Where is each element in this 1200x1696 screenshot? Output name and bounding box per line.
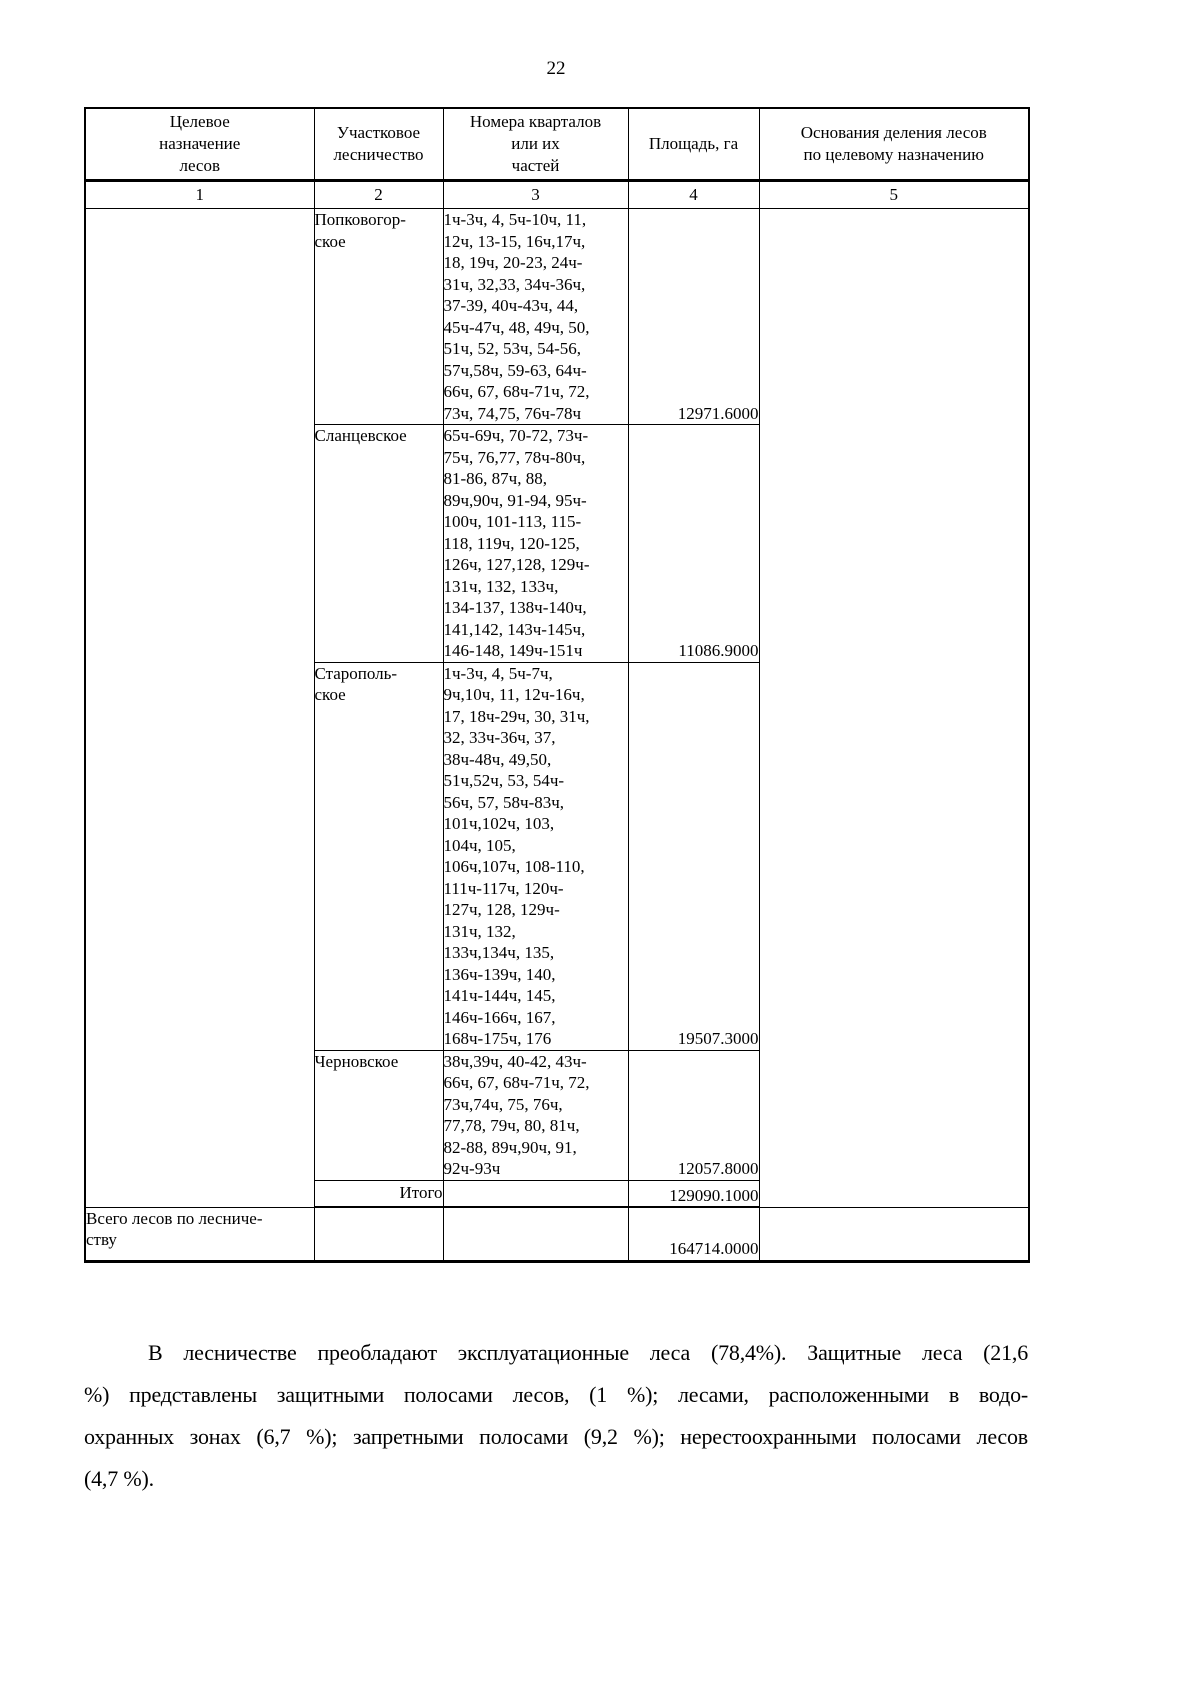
- target-purpose-cell: [84, 208, 315, 1208]
- table-row-chernovskoe: Черновское 38ч,39ч, 40-42, 43ч- 66ч, 67,…: [85, 1049, 1029, 1181]
- total-label: Итого: [313, 1179, 444, 1208]
- quarters-cell: 38ч,39ч, 40-42, 43ч- 66ч, 67, 68ч-71ч, 7…: [442, 1049, 629, 1181]
- paragraph-line: (4,7 %).: [84, 1466, 154, 1491]
- district-cell: Сланцевское: [313, 424, 444, 663]
- district-cell: Старополь- ское: [313, 661, 444, 1051]
- quarters-cell: 1ч-3ч, 4, 5ч-7ч, 9ч,10ч, 11, 12ч-16ч, 17…: [442, 661, 629, 1051]
- column-number-2: 2: [313, 180, 444, 209]
- district-cell: Попковогор- ское: [313, 208, 444, 425]
- table-row-popkovogorskoe: Попковогор- ское 1ч-3ч, 4, 5ч-10ч, 11, 1…: [84, 208, 1030, 1208]
- header-district-forestry: Участковое лесничество: [313, 107, 444, 182]
- column-number-1: 1: [84, 180, 315, 209]
- paragraph-line: охранных зонах (6,7 %); запретными полос…: [84, 1424, 1028, 1449]
- empty-cell: [313, 1206, 444, 1262]
- area-cell: 11086.9000: [627, 424, 760, 663]
- quarters-cell: 65ч-69ч, 70-72, 73ч- 75ч, 76,77, 78ч-80ч…: [442, 424, 629, 663]
- summary-paragraph: В лесничестве преобладают эксплуатационн…: [84, 1332, 1028, 1500]
- total-row: Итого 129090.1000: [85, 1179, 1029, 1208]
- paragraph-line: В лесничестве преобладают эксплуатационн…: [148, 1340, 1028, 1365]
- grand-total-row: Всего лесов по лесниче- ству 164714.0000: [84, 1206, 1030, 1262]
- header-area-ha: Площадь, га: [627, 107, 760, 182]
- area-cell: 19507.3000: [627, 661, 760, 1051]
- column-number-3: 3: [442, 180, 629, 209]
- district-cell: Черновское: [313, 1049, 444, 1181]
- empty-cell: [758, 1206, 1030, 1262]
- page-number: 22: [546, 58, 566, 79]
- column-number-4: 4: [627, 180, 760, 209]
- empty-cell: [442, 1179, 629, 1208]
- grand-total-area-cell: 164714.0000: [627, 1206, 760, 1262]
- header-target-purpose: Целевое назначение лесов: [84, 107, 315, 182]
- column-number-row: 1 2 3 4 5: [84, 180, 1030, 209]
- header-division-grounds: Основания деления лесов по целевому назн…: [758, 107, 1030, 182]
- table-row-slantsevskoe: Сланцевское 65ч-69ч, 70-72, 73ч- 75ч, 76…: [85, 424, 1029, 663]
- empty-cell: [442, 1206, 629, 1262]
- quarters-cell: 1ч-3ч, 4, 5ч-10ч, 11, 12ч, 13-15, 16ч,17…: [442, 208, 629, 425]
- division-grounds-cell: [758, 208, 1030, 1208]
- column-number-5: 5: [758, 180, 1030, 209]
- area-cell: 12971.6000: [627, 208, 760, 425]
- grand-total-label: Всего лесов по лесниче- ству: [84, 1206, 315, 1262]
- paragraph-line: %) представлены защитными полосами лесов…: [84, 1382, 1028, 1407]
- forest-division-table: Целевое назначение лесов Участковое лесн…: [84, 107, 1030, 1263]
- area-cell: 12057.8000: [627, 1049, 760, 1181]
- table-row-staropolskoe: Старополь- ское 1ч-3ч, 4, 5ч-7ч, 9ч,10ч,…: [85, 661, 1029, 1051]
- total-area-cell: 129090.1000: [627, 1179, 760, 1208]
- table-header-row: Целевое назначение лесов Участковое лесн…: [84, 107, 1030, 182]
- header-quarter-numbers: Номера кварталов или их частей: [442, 107, 629, 182]
